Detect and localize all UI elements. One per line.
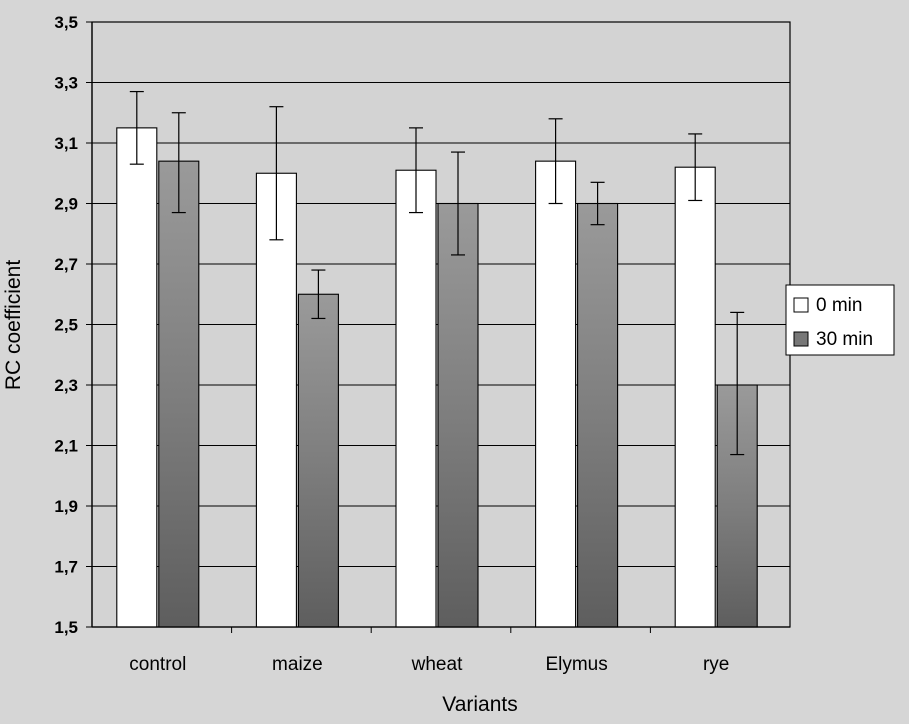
bar-30-min-control [158, 160, 200, 628]
y-axis: 1,5 1,7 1,9 2,1 2,3 2,5 2,7 2,9 3,1 3,3 3,5 [54, 13, 93, 637]
bar-0-min-wheat [395, 169, 437, 628]
bar-0-min-maize [255, 172, 297, 628]
y-tick-label: 3,5 [54, 13, 78, 32]
bar-0-min-rye [674, 166, 716, 628]
y-tick-label: 1,5 [54, 618, 78, 637]
bar-30-min-wheat [437, 202, 479, 628]
x-axis: control maize wheat Elymus rye [92, 626, 790, 675]
bar-0-min-Elymus [535, 160, 577, 628]
y-tick-label: 1,9 [54, 497, 78, 516]
y-axis-title: RC coefficient [2, 260, 25, 391]
x-tick-label: rye [703, 654, 729, 675]
y-tick-label: 1,7 [54, 558, 78, 577]
error-bars [129, 90, 745, 456]
x-axis-title: Variants [442, 693, 517, 716]
legend-label-30-min: 30 min [816, 329, 873, 350]
y-tick-label: 2,3 [54, 376, 78, 395]
bar-30-min-Elymus [577, 202, 619, 628]
y-tick-label: 2,9 [54, 195, 78, 214]
x-tick-label: Elymus [545, 654, 607, 675]
bars [116, 127, 758, 628]
bar-30-min-maize [297, 293, 339, 628]
y-tick-label: 2,7 [54, 255, 78, 274]
x-tick-label: maize [272, 654, 323, 675]
legend: 0 min 30 min [785, 284, 895, 356]
legend-swatch-0-min [793, 297, 809, 313]
y-tick-label: 2,5 [54, 316, 78, 335]
y-tick-label: 2,1 [54, 437, 78, 456]
legend-label-0-min: 0 min [816, 295, 862, 316]
bar-0-min-control [116, 127, 158, 628]
legend-swatch-30-min [793, 331, 809, 347]
y-tick-label: 3,3 [54, 74, 78, 93]
y-tick-label: 3,1 [54, 134, 78, 153]
x-tick-label: control [129, 654, 186, 675]
x-tick-label: wheat [411, 654, 463, 675]
